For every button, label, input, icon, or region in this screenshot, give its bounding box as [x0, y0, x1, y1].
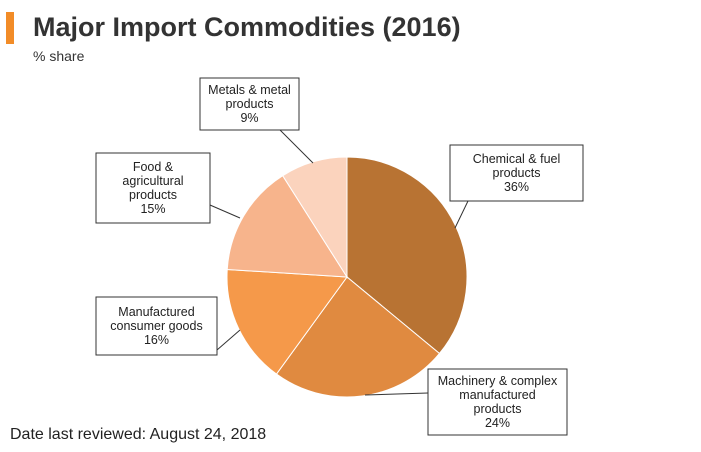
slice-name-label: agricultural [122, 174, 183, 188]
slice-name-label: Machinery & complex [438, 374, 558, 388]
callout-box [199, 77, 300, 131]
pie-slice [226, 174, 348, 278]
callout-box [427, 368, 568, 436]
slice-name-label: Manufactured [118, 305, 194, 319]
pie-slice [282, 156, 348, 279]
callout-leader-line [209, 204, 241, 219]
callout-leader-line [279, 129, 314, 164]
callout-box [95, 296, 218, 356]
slice-name-label: consumer goods [110, 319, 202, 333]
slice-value-label: 16% [144, 333, 169, 347]
date-last-reviewed: Date last reviewed: August 24, 2018 [10, 426, 267, 443]
callout-box [449, 144, 584, 202]
callout-leader-line [454, 200, 469, 229]
slice-value-label: 15% [140, 202, 165, 216]
slice-name-label: products [474, 402, 522, 416]
pie-slice [226, 268, 348, 375]
slice-name-label: products [129, 188, 177, 202]
callout-leader-line [364, 392, 429, 396]
pie-slice [275, 276, 441, 398]
title-accent-bar [6, 12, 14, 44]
slice-name-label: Chemical & fuel [473, 152, 561, 166]
chart-title: Major Import Commodities (2016) [33, 12, 461, 42]
slice-name-label: Food & [133, 160, 174, 174]
callout-box [95, 152, 211, 224]
chart-subtitle: % share [33, 48, 85, 64]
callout-leader-line [216, 329, 241, 351]
slice-name-label: Metals & metal [208, 83, 291, 97]
slice-value-label: 24% [485, 416, 510, 430]
slice-value-label: 9% [240, 111, 258, 125]
slice-name-label: products [226, 97, 274, 111]
slice-callout: Machinery & complexmanufacturedproducts2… [364, 368, 568, 436]
slice-name-label: manufactured [459, 388, 535, 402]
slice-name-label: products [493, 166, 541, 180]
slice-value-label: 36% [504, 180, 529, 194]
